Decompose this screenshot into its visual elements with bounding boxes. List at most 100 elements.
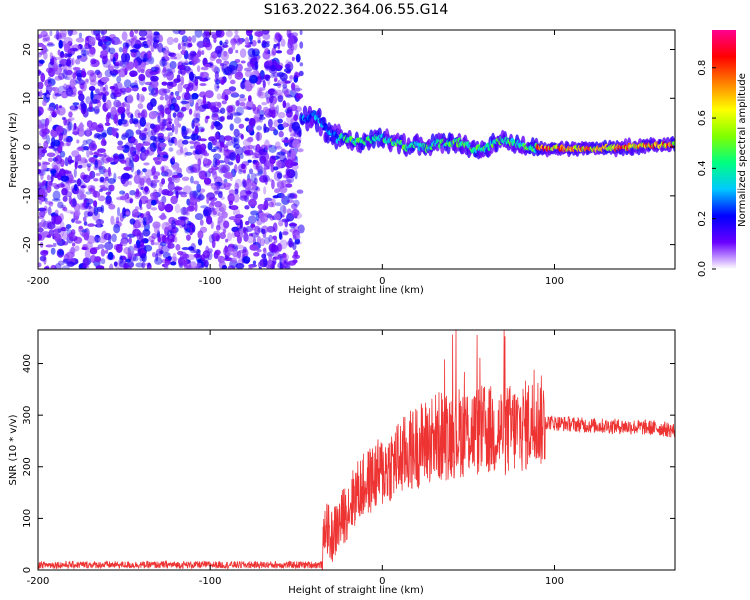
spectrogram-cell: [138, 175, 147, 184]
spectrogram-cell: [279, 72, 288, 82]
spectrogram-cell: [38, 81, 44, 90]
spectrogram-cell: [85, 78, 89, 83]
snr-x-tick-label: 0: [379, 576, 385, 587]
spectrogram-cell: [187, 246, 195, 251]
spectrogram-cell: [200, 254, 206, 262]
spectrogram-cell: [223, 220, 230, 229]
spectrogram-cell: [271, 179, 275, 190]
spectrogram-cell: [119, 190, 125, 195]
spectrogram-cell: [197, 158, 202, 167]
spectrogram-cell: [97, 100, 102, 108]
spectrogram-cell: [205, 215, 213, 225]
spectrogram-cell: [135, 218, 145, 223]
spectrogram-cell: [141, 109, 148, 120]
spectrogram-cell: [217, 212, 221, 217]
spectrogram-cell: [94, 88, 100, 94]
spectrogram-cell: [291, 56, 295, 62]
spectrogram-cell: [110, 215, 115, 225]
spectrogram-cell: [39, 212, 43, 218]
spectrogram-cell: [199, 138, 207, 142]
spectrogram-cell: [237, 133, 244, 138]
spectrogram-cell: [186, 211, 191, 216]
spectrogram-cell: [174, 104, 180, 112]
spectrogram-cell: [238, 38, 244, 45]
spectrogram-cell: [299, 30, 303, 36]
spectrogram-cell: [58, 105, 62, 109]
spectrogram-cell: [247, 159, 252, 163]
spectrogram-cell: [139, 255, 143, 262]
spectrogram-cell: [225, 238, 229, 243]
spectrogram-cell: [82, 264, 90, 269]
spectrogram-cell: [286, 106, 293, 114]
spectrogram-cell: [200, 71, 209, 79]
spectrogram-cell: [265, 59, 273, 67]
spectrogram-cell: [80, 100, 85, 109]
spectrogram-cell: [264, 61, 270, 69]
spectrogram-cell: [237, 169, 243, 175]
spectrogram-cell: [89, 46, 96, 55]
spectrogram-cell: [94, 69, 101, 75]
spectrogram-cell: [187, 53, 195, 60]
spectrogram-cell: [163, 136, 168, 141]
spectrogram-cell: [164, 226, 170, 237]
spectrogram-cell: [118, 260, 127, 268]
spectrogram-cell: [95, 124, 104, 133]
spectrogram-cell: [99, 157, 104, 161]
spectrogram-cell: [78, 225, 83, 230]
spectrogram-cell: [93, 105, 100, 115]
spectrogram-cell: [280, 253, 290, 261]
spectrogram-cell: [103, 232, 112, 241]
spectrogram-cell: [228, 47, 234, 55]
spectrogram-cell: [279, 204, 287, 215]
spectrogram-cell: [140, 95, 145, 102]
spectrogram-cell: [102, 58, 111, 69]
spectrogram-cell: [214, 181, 223, 187]
spectrogram-cell: [282, 205, 286, 214]
spectrogram-cell: [67, 30, 73, 37]
spectrogram-cell: [286, 48, 294, 55]
spectrogram-cell: [247, 47, 256, 58]
spectrogram-cell: [233, 138, 238, 143]
spectrogram-cell: [228, 151, 237, 161]
snr-frame: [37, 329, 676, 571]
spectrogram-cell: [136, 244, 141, 249]
spectrogram-cell: [73, 168, 77, 178]
spectrogram-cell: [67, 49, 72, 55]
spectrogram-cell: [43, 205, 48, 214]
spectrogram-cell: [86, 148, 90, 158]
spectrogram-cell: [274, 141, 281, 149]
spectrogram-cell: [94, 108, 100, 114]
spectrogram-cell: [214, 249, 221, 255]
spectrogram-cell: [48, 229, 55, 237]
spectrogram-cell: [208, 197, 218, 202]
spectrogram-cell: [221, 100, 227, 105]
spectrogram-cell: [123, 166, 132, 171]
spectrogram-cell: [61, 265, 70, 269]
spectrogram-cell: [281, 262, 290, 269]
spectrogram-cell: [257, 91, 267, 99]
spectrogram-cell: [183, 66, 191, 72]
spectrogram-cell: [215, 134, 221, 140]
spectrogram-cell: [286, 199, 294, 204]
spectrogram-cell: [97, 244, 105, 249]
spectrogram-cell: [203, 177, 212, 185]
spectrogram-cell: [143, 43, 149, 49]
spectrogram-cell: [76, 139, 80, 144]
spectrogram-cell: [178, 30, 186, 36]
spectrogram-cell: [119, 195, 128, 201]
spectrogram-cell: [122, 214, 127, 219]
spectrogram-cell: [161, 68, 169, 77]
spectrogram-cell: [134, 30, 139, 34]
spectrogram-cell: [277, 111, 286, 119]
spectrogram-cell: [270, 73, 275, 79]
spectrogram-cell: [281, 195, 290, 205]
spectrogram-cell: [150, 75, 159, 82]
spectrogram-x-ticks: -200 -100 0 100: [27, 30, 564, 287]
spectrogram-cell: [59, 58, 69, 67]
spectrogram-cell: [190, 175, 194, 184]
spectrogram-cell: [50, 264, 57, 269]
spectrogram-cell: [124, 157, 132, 167]
spectrogram-cell: [38, 34, 43, 39]
spectrogram-cell: [56, 183, 66, 188]
